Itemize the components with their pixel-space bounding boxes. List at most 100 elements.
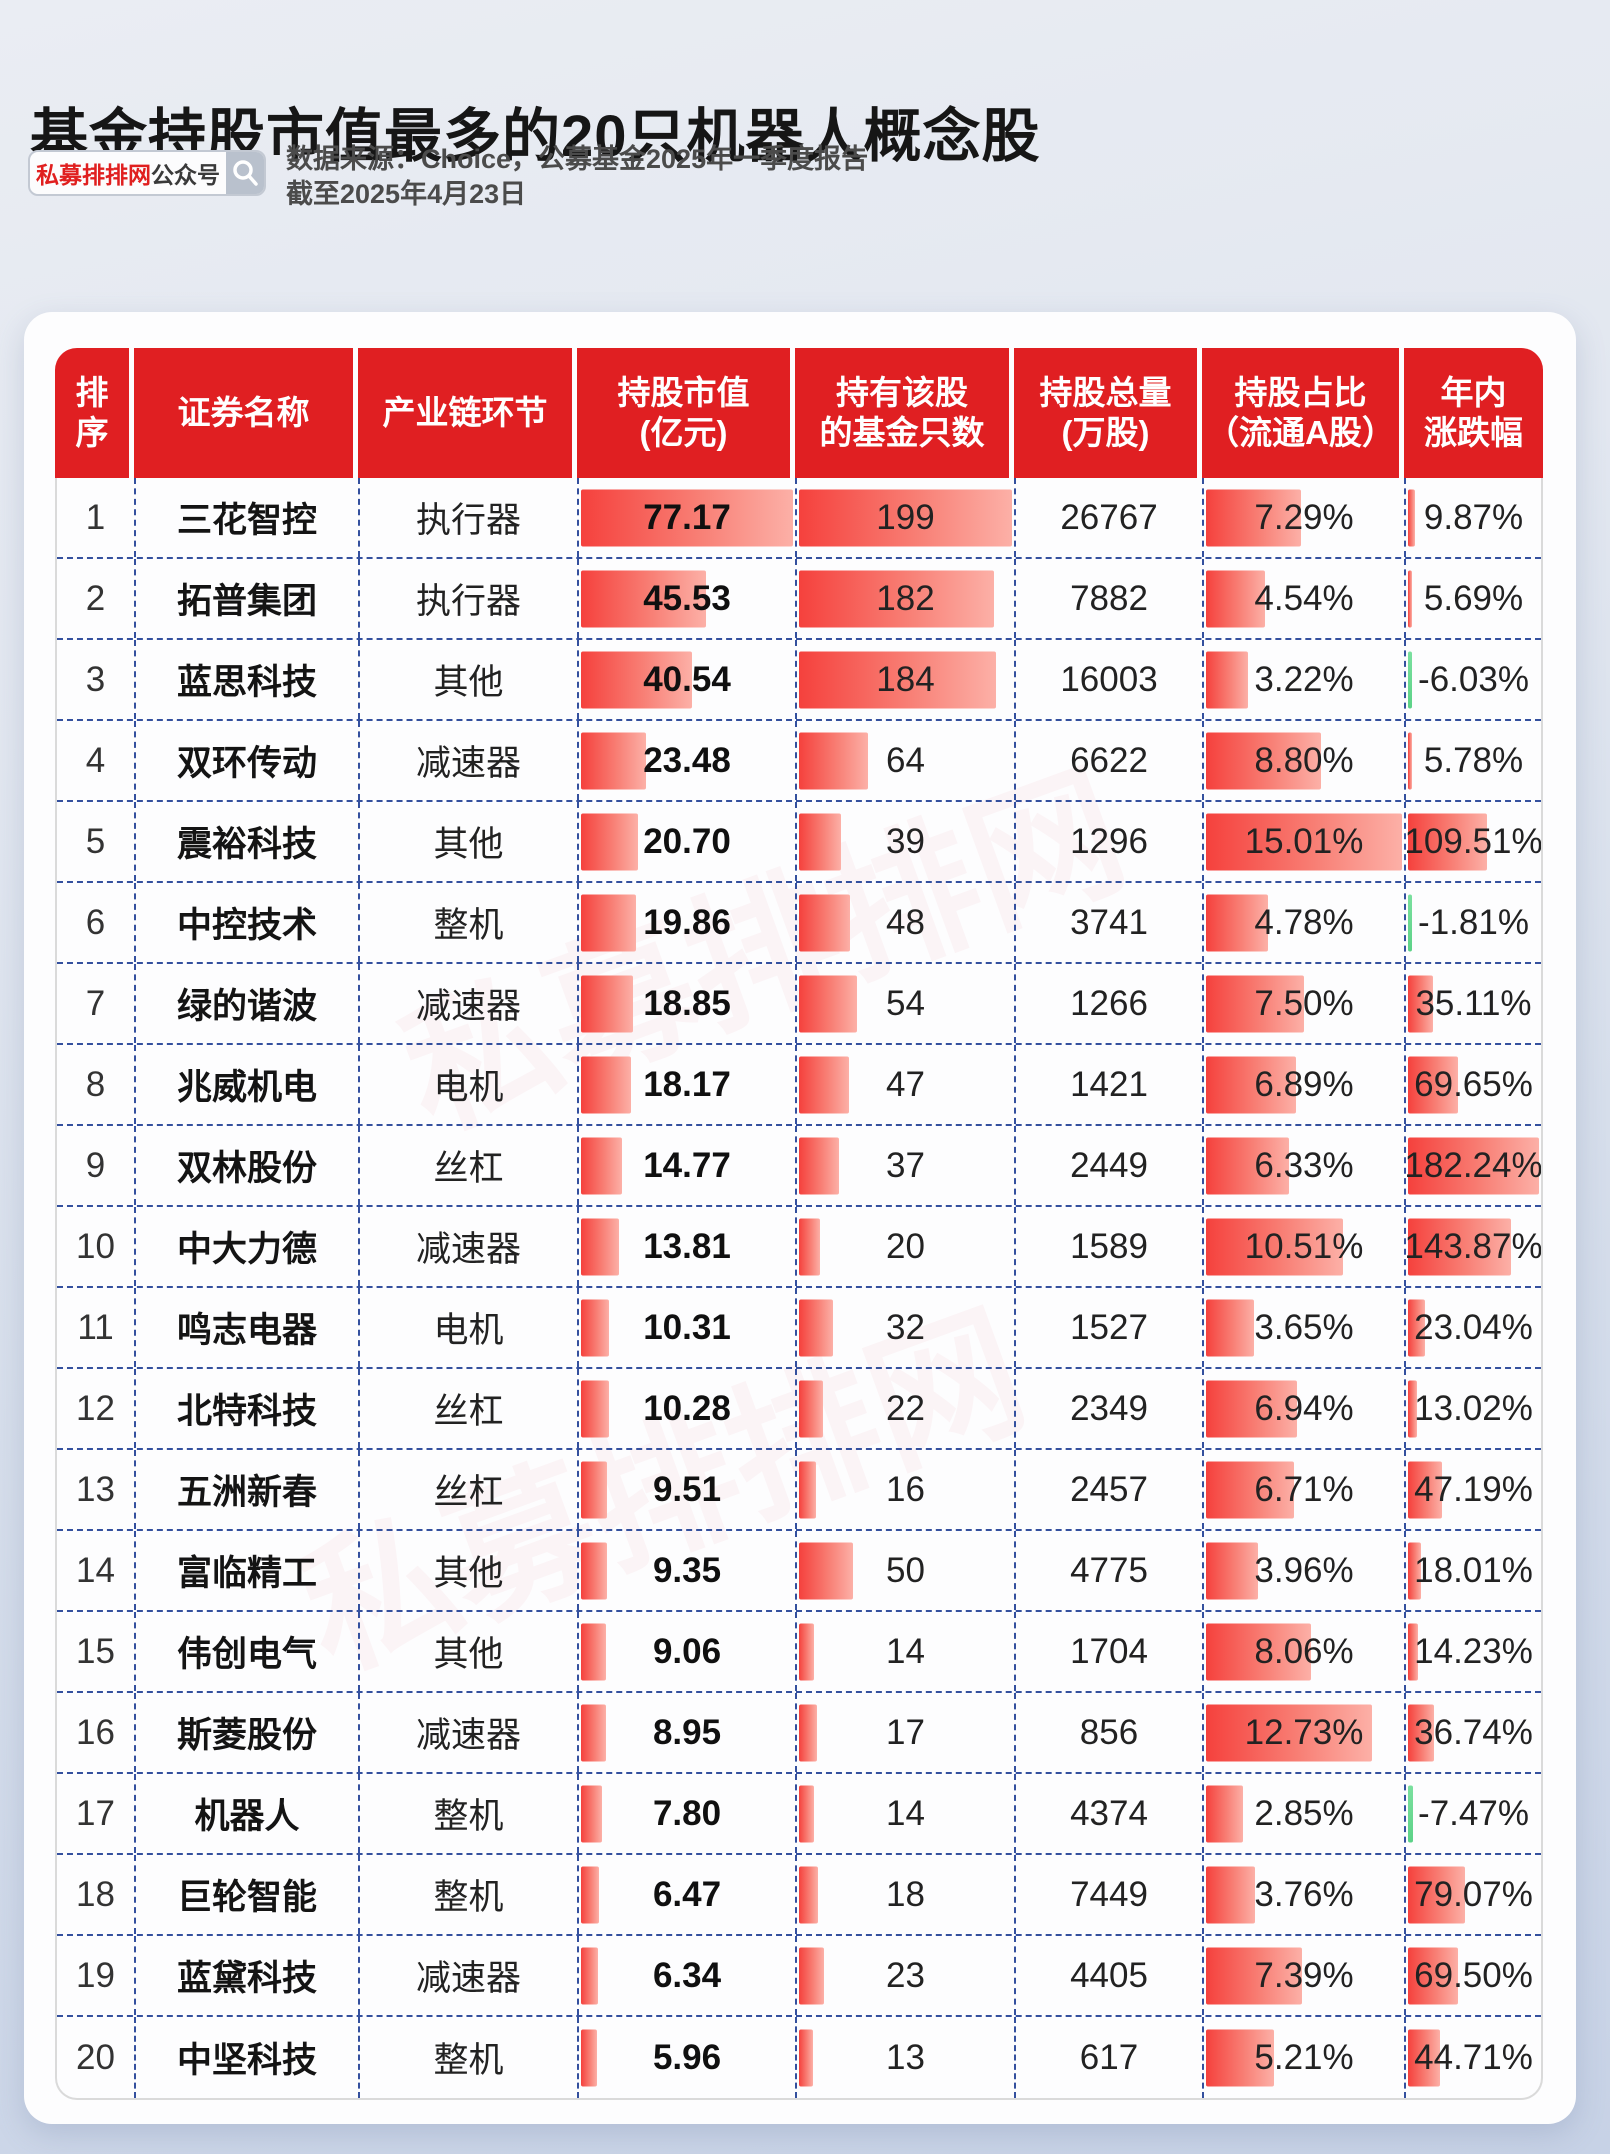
cell-ytd-change: 109.51%	[1404, 802, 1541, 881]
cell-total-shares: 3741	[1014, 883, 1202, 962]
cell-ytd-change: 35.11%	[1404, 964, 1541, 1043]
cell-rank: 20	[57, 2017, 134, 2098]
cell-ytd-change: 23.04%	[1404, 1288, 1541, 1367]
cell-industry-segment-value: 执行器	[415, 582, 521, 621]
column-header-line: （流通A股）	[1206, 414, 1395, 451]
cell-fund-count: 182	[795, 559, 1014, 638]
cell-fund-count: 47	[795, 1045, 1014, 1124]
brand-name: 私募排排网	[36, 162, 151, 188]
cell-stock-name: 五洲新春	[134, 1450, 358, 1529]
ytd-change-bar	[1408, 1461, 1442, 1518]
cell-rank: 19	[57, 1936, 134, 2015]
market-cap-bar	[581, 1380, 609, 1437]
cell-industry-segment: 其他	[358, 640, 577, 719]
cell-fund-count-value: 14	[886, 1793, 925, 1833]
cell-fund-count-value: 32	[886, 1307, 925, 1347]
cell-rank: 10	[57, 1207, 134, 1286]
cell-fund-count-value: 182	[876, 578, 935, 618]
cell-industry-segment-value: 电机	[433, 1311, 504, 1350]
fund-count-bar	[799, 1785, 814, 1842]
ytd-change-bar	[1408, 975, 1433, 1032]
cell-industry-segment-value: 执行器	[415, 501, 521, 540]
fund-count-bar	[799, 2029, 813, 2086]
cell-industry-segment: 其他	[358, 1531, 577, 1610]
cell-stock-name-value: 五洲新春	[176, 1473, 317, 1512]
cell-industry-segment: 丝杠	[358, 1450, 577, 1529]
cell-holding-ratio-value: 3.76%	[1254, 1874, 1354, 1914]
cell-market-cap-value: 9.35	[652, 1550, 722, 1590]
cell-market-cap: 14.77	[577, 1126, 795, 1205]
fund-count-bar	[799, 1218, 820, 1275]
cell-market-cap: 77.17	[577, 478, 795, 557]
table-row: 5 震裕科技 其他 20.70 39 1296 15.01% 109.51%	[57, 802, 1541, 883]
holding-ratio-bar	[1206, 1056, 1296, 1113]
cell-industry-segment: 丝杠	[358, 1126, 577, 1205]
market-cap-bar	[581, 813, 638, 870]
search-icon	[233, 160, 258, 186]
column-header-line: 序	[75, 414, 109, 451]
cell-ytd-change-value: 5.69%	[1423, 578, 1524, 618]
cell-ytd-change-value: 13.02%	[1414, 1388, 1533, 1428]
cell-market-cap-value: 45.53	[643, 578, 731, 618]
table-body: 1 三花智控 执行器 77.17 199 26767 7.29% 9.87% 2 拓普集团 执行器 4…	[55, 478, 1543, 2100]
cell-total-shares-value: 4405	[1070, 1955, 1148, 1995]
cell-market-cap-value: 18.17	[643, 1064, 731, 1104]
cell-rank-value: 13	[76, 1469, 115, 1509]
holding-ratio-bar	[1206, 894, 1268, 951]
cell-industry-segment-value: 整机	[433, 906, 504, 945]
column-header-line: (万股)	[1061, 414, 1150, 451]
cell-stock-name: 巨轮智能	[134, 1855, 358, 1934]
cell-market-cap-value: 10.28	[643, 1388, 731, 1428]
fund-count-bar	[799, 1461, 816, 1518]
ytd-change-bar	[1408, 1947, 1458, 2004]
cell-ytd-change: 69.50%	[1404, 1936, 1541, 2015]
market-cap-bar	[581, 1947, 598, 2004]
cell-market-cap: 9.06	[577, 1612, 795, 1691]
cell-rank-value: 19	[76, 1955, 115, 1995]
cell-ytd-change: 5.78%	[1404, 721, 1541, 800]
cell-holding-ratio: 7.39%	[1202, 1936, 1404, 2015]
cell-holding-ratio: 10.51%	[1202, 1207, 1404, 1286]
cell-industry-segment-value: 减速器	[415, 1959, 521, 1998]
cell-stock-name: 蓝思科技	[134, 640, 358, 719]
cell-holding-ratio: 4.54%	[1202, 559, 1404, 638]
market-cap-bar	[581, 894, 636, 951]
cell-rank: 18	[57, 1855, 134, 1934]
cell-fund-count-value: 184	[876, 659, 935, 699]
holdings-table: 排序证券名称 产业链环节 持股市值 (亿元) 持有该股 的基金只数 持股总量 (万股) 持股占比…	[55, 348, 1543, 2100]
cell-market-cap: 23.48	[577, 721, 795, 800]
cell-ytd-change: 69.65%	[1404, 1045, 1541, 1124]
cell-market-cap-value: 6.47	[652, 1874, 722, 1914]
cell-stock-name-value: 拓普集团	[176, 582, 317, 621]
cell-ytd-change: 18.01%	[1404, 1531, 1541, 1610]
column-header-line: 的基金只数	[819, 414, 985, 451]
cell-market-cap: 45.53	[577, 559, 795, 638]
holding-ratio-bar	[1206, 813, 1402, 870]
cell-total-shares: 4405	[1014, 1936, 1202, 2015]
market-cap-bar	[581, 2029, 597, 2086]
cell-ytd-change-value: 109.51%	[1404, 821, 1543, 861]
cell-fund-count-value: 64	[886, 740, 925, 780]
holding-ratio-bar	[1206, 1542, 1258, 1599]
holding-ratio-bar	[1206, 1218, 1343, 1275]
cell-stock-name-value: 斯菱股份	[176, 1716, 317, 1755]
cell-market-cap: 13.81	[577, 1207, 795, 1286]
cell-industry-segment: 减速器	[358, 964, 577, 1043]
cell-stock-name: 三花智控	[134, 478, 358, 557]
holding-ratio-bar	[1206, 1947, 1302, 2004]
cell-market-cap-value: 77.17	[643, 497, 731, 537]
cell-holding-ratio-value: 4.78%	[1254, 902, 1354, 942]
cell-total-shares-value: 1296	[1070, 821, 1148, 861]
cell-total-shares-value: 1421	[1070, 1064, 1148, 1104]
market-cap-bar	[581, 975, 633, 1032]
cell-industry-segment: 整机	[358, 2017, 577, 2098]
cell-holding-ratio: 8.06%	[1202, 1612, 1404, 1691]
cell-fund-count-value: 47	[886, 1064, 925, 1104]
market-cap-bar	[581, 1056, 631, 1113]
ytd-change-bar	[1408, 1542, 1421, 1599]
cell-holding-ratio: 3.76%	[1202, 1855, 1404, 1934]
cell-holding-ratio-value: 6.89%	[1254, 1064, 1354, 1104]
cell-industry-segment: 整机	[358, 883, 577, 962]
column-header-line: 持股占比	[1234, 373, 1367, 411]
holding-ratio-bar	[1206, 570, 1265, 627]
